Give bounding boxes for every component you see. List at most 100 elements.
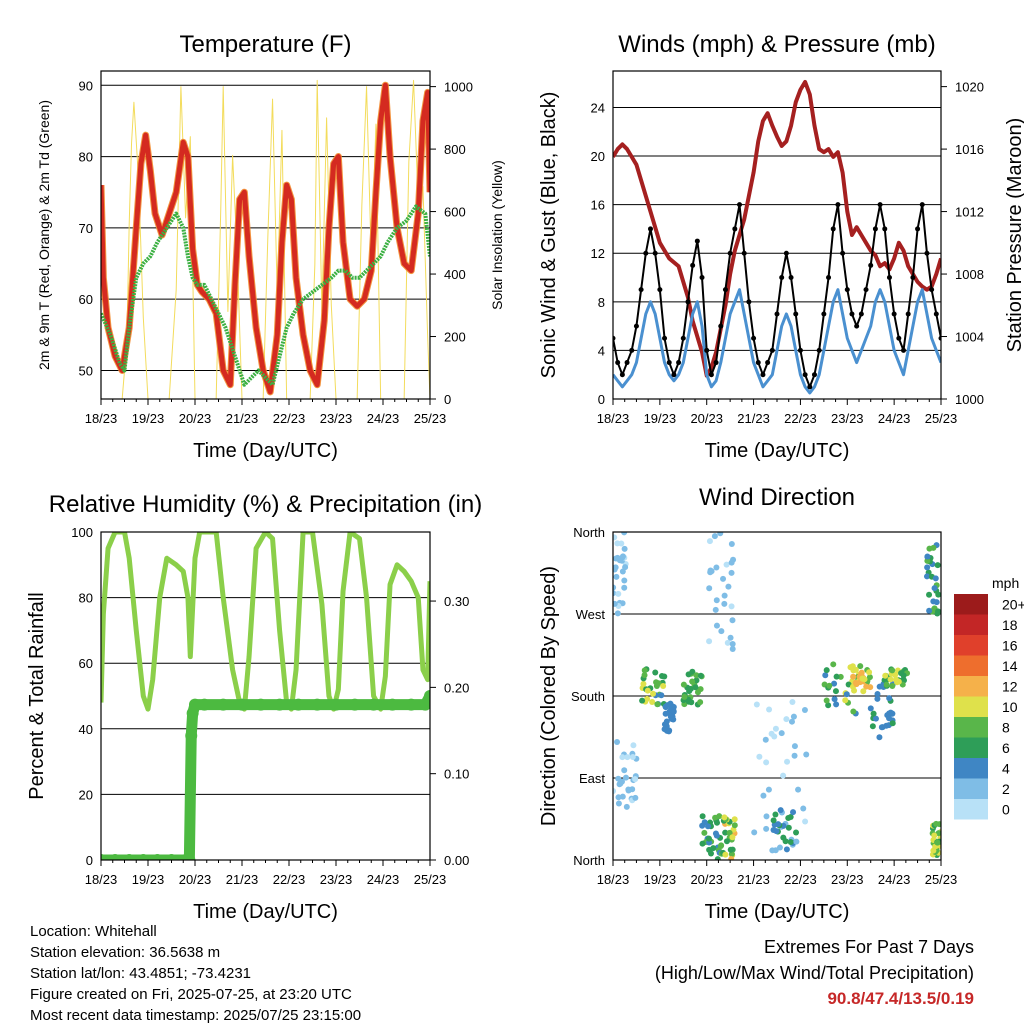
- colorbar-label: 6: [1002, 740, 1010, 756]
- direction-point: [655, 680, 662, 687]
- gust-point: [619, 372, 625, 378]
- direction-point: [712, 814, 719, 821]
- direction-point: [800, 805, 807, 812]
- direction-point: [765, 786, 772, 793]
- gust-point: [797, 347, 803, 353]
- gust-point: [877, 202, 883, 208]
- y-tick-label: East: [579, 771, 605, 786]
- colorbar-swatch: [954, 778, 988, 799]
- gust-point: [671, 372, 677, 378]
- colorbar-swatch: [954, 614, 988, 635]
- direction-point: [850, 673, 857, 680]
- direction-point: [619, 553, 626, 560]
- direction-point: [777, 807, 784, 814]
- station-latlon: Station lat/lon: 43.4851; -73.4231: [30, 965, 252, 982]
- y-tick-label: North: [573, 525, 605, 540]
- direction-point: [790, 713, 797, 720]
- direction-point: [662, 704, 669, 711]
- direction-point: [874, 691, 881, 698]
- direction-point: [722, 851, 729, 858]
- gust-point: [760, 372, 766, 378]
- direction-point: [713, 564, 720, 571]
- gust-point: [830, 226, 836, 232]
- direction-point: [652, 669, 659, 676]
- direction-point: [887, 676, 894, 683]
- direction-point: [720, 575, 727, 582]
- direction-point: [680, 681, 687, 688]
- direction-point: [869, 723, 876, 730]
- x-tick-label: 22/23: [273, 872, 306, 887]
- direction-point: [772, 811, 779, 818]
- direction-point: [728, 603, 735, 610]
- colorbar-swatch: [954, 635, 988, 656]
- gust-point: [769, 347, 775, 353]
- y-right-tick-label: 1008: [955, 267, 984, 282]
- y-tick-label: 0: [86, 853, 93, 868]
- colorbar-label: 12: [1002, 678, 1018, 694]
- colorbar-label: 20+: [1002, 596, 1024, 612]
- gust-point: [647, 226, 653, 232]
- direction-point: [613, 566, 618, 573]
- direction-point: [632, 794, 639, 801]
- direction-point: [842, 697, 849, 704]
- direction-point: [728, 541, 735, 548]
- direction-point: [756, 753, 763, 760]
- y-right-tick-label: 400: [444, 267, 466, 282]
- series-line-gust: [613, 203, 941, 388]
- gust-point: [811, 372, 817, 378]
- direction-point: [728, 856, 735, 860]
- direction-point: [876, 734, 883, 741]
- direction-point: [762, 736, 769, 743]
- direction-point: [614, 739, 621, 746]
- direction-point: [699, 840, 706, 847]
- direction-point: [775, 821, 782, 828]
- colorbar-swatch: [954, 799, 988, 820]
- figure-created: Figure created on Fri, 2025-07-25, at 23…: [30, 986, 352, 1003]
- direction-point: [701, 829, 708, 836]
- gust-point: [849, 311, 855, 317]
- x-tick-label: 24/23: [878, 872, 911, 887]
- chart-title-wind_direction: Wind Direction: [699, 484, 855, 511]
- gust-point: [718, 323, 724, 329]
- x-tick-label: 19/23: [644, 872, 677, 887]
- x-tick-label: 22/23: [784, 411, 817, 426]
- gust-point: [924, 250, 930, 256]
- direction-point: [640, 680, 647, 687]
- direction-point: [619, 754, 626, 761]
- direction-point: [866, 669, 873, 676]
- x-tick-label: 25/23: [414, 411, 447, 426]
- direction-point: [763, 825, 770, 832]
- direction-point: [833, 701, 840, 708]
- direction-point: [889, 667, 896, 674]
- plot-area-winds_pressure: [613, 79, 941, 395]
- y-tick-label: 12: [591, 246, 605, 261]
- direction-point: [714, 856, 721, 860]
- gust-point: [685, 299, 691, 305]
- colorbar-label: 2: [1002, 781, 1010, 797]
- direction-point: [930, 847, 937, 854]
- y-tick-label: 50: [79, 363, 93, 378]
- gust-point: [863, 287, 869, 293]
- x-axis-label: Time (Day/UTC): [705, 440, 850, 462]
- direction-point: [692, 684, 699, 691]
- direction-point: [721, 600, 728, 607]
- direction-point: [721, 592, 728, 599]
- direction-point: [867, 684, 874, 691]
- direction-point: [641, 667, 648, 674]
- direction-point: [718, 628, 725, 635]
- direction-point: [639, 697, 646, 704]
- direction-point: [874, 695, 881, 702]
- direction-point: [621, 767, 628, 774]
- chart-title-winds_pressure: Winds (mph) & Pressure (mb): [618, 31, 935, 58]
- direction-point: [895, 678, 902, 685]
- direction-point: [803, 751, 810, 758]
- gust-point: [737, 202, 743, 208]
- gust-point: [844, 287, 850, 293]
- direction-point: [724, 639, 731, 646]
- direction-point: [926, 607, 933, 614]
- gust-point: [732, 226, 738, 232]
- x-tick-label: 23/23: [320, 872, 353, 887]
- colorbar-swatch: [954, 696, 988, 717]
- y-right-tick-label: 1016: [955, 142, 984, 157]
- direction-point: [823, 667, 830, 674]
